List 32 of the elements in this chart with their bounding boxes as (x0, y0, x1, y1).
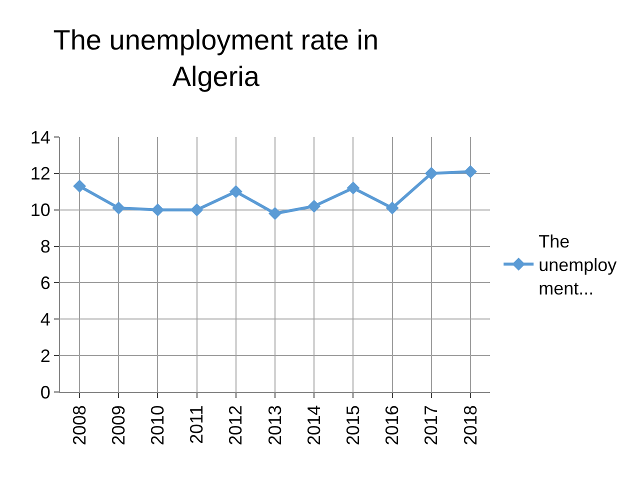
x-tick-label: 2015 (343, 405, 364, 446)
y-tick-label: 0 (40, 382, 50, 402)
y-tick-label: 2 (40, 346, 50, 366)
x-tick-label: 2014 (304, 405, 324, 446)
x-tick-label: 2009 (108, 405, 128, 446)
legend-label: The unemployment... (538, 232, 617, 299)
point (424, 166, 438, 180)
point (464, 165, 477, 178)
point (268, 207, 282, 220)
point (73, 180, 86, 193)
x-tick-label: 2017 (421, 405, 442, 446)
point (346, 182, 360, 194)
x-tick-label: 2008 (69, 405, 90, 446)
point (308, 200, 321, 213)
point (151, 203, 164, 216)
y-tick-label: 10 (30, 200, 50, 220)
chart-title: The unemployment rate in Algeria (53, 24, 379, 92)
y-tick-label: 8 (40, 236, 50, 257)
y-tick-label: 14 (30, 127, 50, 148)
point (112, 202, 126, 215)
point (386, 202, 399, 215)
point (190, 203, 204, 216)
y-tick-label: 12 (30, 164, 50, 184)
x-tick-label: 2018 (460, 405, 480, 446)
x-tick-label: 2013 (264, 405, 285, 446)
x-tick-label: 2010 (148, 405, 168, 446)
point (229, 185, 242, 198)
x-tick-label: 2011 (186, 405, 207, 444)
x-tick-label: 2016 (382, 405, 402, 446)
y-tick-label: 4 (40, 309, 50, 330)
y-tick-label: 6 (40, 273, 50, 294)
x-tick-label: 2012 (226, 405, 246, 446)
